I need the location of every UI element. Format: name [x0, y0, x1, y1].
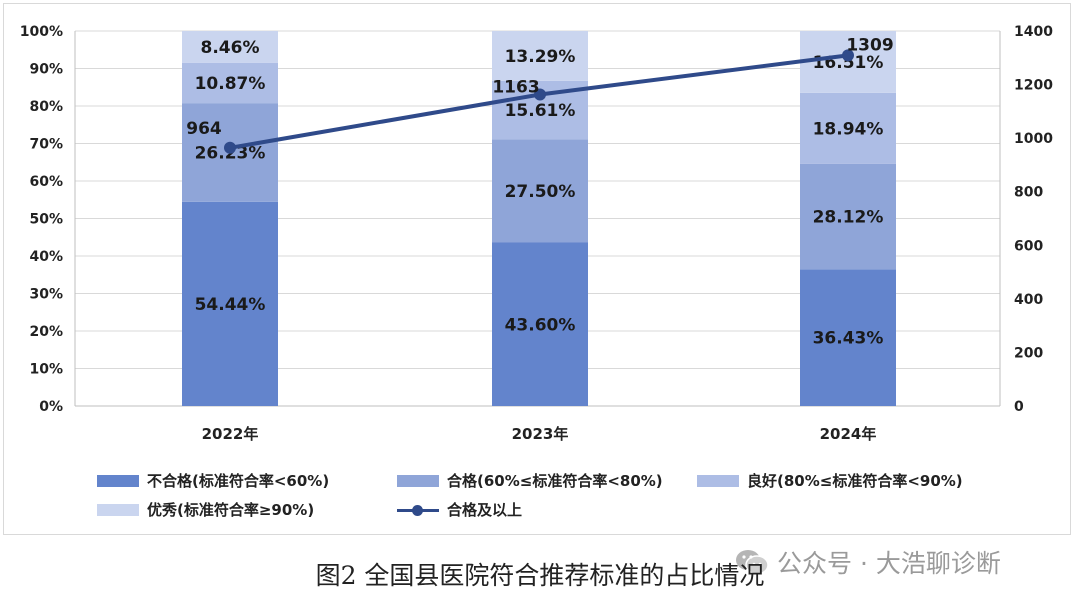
- legend-swatch-pass: [397, 474, 439, 487]
- legend-label-line: 合格及以上: [447, 501, 523, 519]
- y-left-tick-label: 90%: [29, 62, 63, 78]
- bar-data-label: 15.61%: [505, 101, 576, 121]
- bar-segment-0-2: [182, 62, 278, 104]
- bar-segment-0-3: [182, 31, 278, 63]
- x-tick-label: 2022年: [202, 425, 259, 443]
- figure-caption: 图2 全国县医院符合推荐标准的占比情况: [315, 561, 765, 590]
- y-right-tick-label: 400: [1014, 292, 1043, 308]
- bar-segment-2-0: [800, 269, 896, 406]
- y-left-tick-label: 10%: [29, 362, 63, 378]
- y-left-tick-label: 0%: [39, 399, 63, 415]
- y-right-tick-label: 0: [1014, 399, 1024, 415]
- legend-item-fail: 不合格(标准符合率<60%): [97, 470, 329, 491]
- y-left-tick-label: 20%: [29, 324, 63, 340]
- bar-data-label: 18.94%: [813, 119, 884, 139]
- legend-item-good: 良好(80%≤标准符合率<90%): [697, 470, 963, 491]
- y-left-tick-label: 30%: [29, 287, 63, 303]
- y-right-tick-label: 600: [1014, 238, 1043, 254]
- bar-data-label: 36.43%: [813, 329, 884, 349]
- legend-label-good: 良好(80%≤标准符合率<90%): [747, 472, 963, 490]
- legend-item-pass: 合格(60%≤标准符合率<80%): [397, 470, 663, 491]
- line-data-label: 964: [186, 119, 222, 139]
- watermark: 公众号 · 大浩聊诊断: [735, 544, 1001, 580]
- legend-item-excellent: 优秀(标准符合率≥90%): [97, 499, 314, 520]
- x-tick-label: 2023年: [512, 425, 569, 443]
- chart-svg: 0% 10% 20% 30% 40% 50% 60% 70% 80% 90% 100% 0 200 400…: [20, 24, 1053, 443]
- y-right-tick-label: 1200: [1014, 78, 1053, 94]
- y-right-tick-label: 1400: [1014, 24, 1053, 40]
- bar-segment-1-0: [492, 242, 588, 406]
- legend-label-pass: 合格(60%≤标准符合率<80%): [447, 472, 663, 490]
- bar-segment-0-0: [182, 201, 278, 406]
- bar-data-label: 43.60%: [505, 315, 576, 335]
- y-left-tick-label: 40%: [29, 249, 63, 265]
- legend-swatch-fail: [97, 474, 139, 487]
- y-left-tick-label: 80%: [29, 99, 63, 115]
- y-left-tick-label: 60%: [29, 174, 63, 190]
- bar-data-label: 13.29%: [505, 47, 576, 67]
- line-data-label: 1163: [492, 77, 539, 97]
- x-tick-label: 2024年: [820, 425, 877, 443]
- bar-data-label: 10.87%: [195, 74, 266, 94]
- bar-segment-2-3: [800, 31, 896, 93]
- bar-data-label: 8.46%: [201, 38, 260, 58]
- line-series-marker: [534, 88, 546, 101]
- legend-swatch-excellent: [97, 503, 139, 516]
- bar-data-label: 27.50%: [505, 182, 576, 202]
- line-data-label: 1309: [846, 35, 893, 55]
- y-left-tick-label: 70%: [29, 137, 63, 153]
- legend-swatch-line: [397, 504, 439, 516]
- watermark-text: 公众号 · 大浩聊诊断: [777, 549, 1001, 578]
- line-series-marker: [842, 49, 854, 62]
- legend-label-excellent: 优秀(标准符合率≥90%): [147, 501, 315, 519]
- bar-data-label: 54.44%: [195, 295, 266, 315]
- legend-item-line: 合格及以上: [397, 499, 522, 520]
- y-right-tick-label: 800: [1014, 185, 1043, 201]
- y-right-tick-label: 1000: [1014, 131, 1053, 147]
- y-left-tick-label: 100%: [20, 24, 63, 40]
- bar-segment-2-2: [800, 92, 896, 164]
- wechat-icon: [736, 550, 769, 575]
- y-left-tick-label: 50%: [29, 212, 63, 228]
- bar-segment-2-1: [800, 163, 896, 270]
- bar-data-label: 28.12%: [813, 208, 884, 228]
- legend-label-fail: 不合格(标准符合率<60%): [147, 472, 330, 490]
- line-series-marker: [224, 141, 236, 154]
- legend-swatch-good: [697, 474, 739, 487]
- y-right-tick-label: 200: [1014, 345, 1043, 361]
- bar-segment-1-1: [492, 139, 588, 243]
- bar-segment-1-3: [492, 31, 588, 81]
